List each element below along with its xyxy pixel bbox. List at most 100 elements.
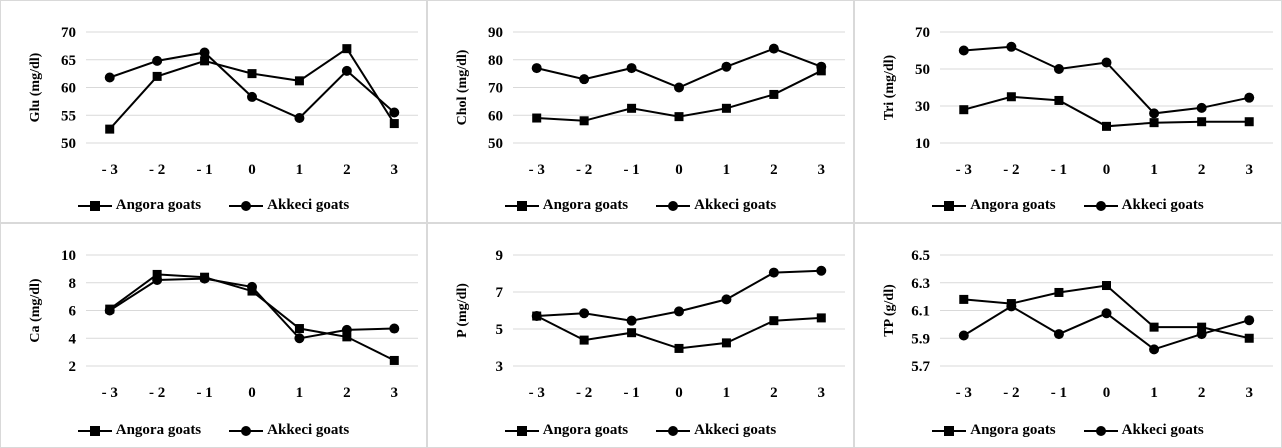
legend: Angora goats Akkeci goats xyxy=(428,422,853,439)
x-tick-label: 0 xyxy=(675,162,683,178)
legend-circle-marker-icon xyxy=(1083,425,1118,437)
data-point-square xyxy=(294,76,304,86)
series-line xyxy=(536,47,822,89)
series-line xyxy=(536,315,822,350)
legend-square-marker-icon xyxy=(932,200,967,212)
data-point-square xyxy=(959,294,969,304)
x-tick-label: 3 xyxy=(1245,162,1253,178)
legend-label: Angora goats xyxy=(115,422,202,438)
x-tick-label: 2 xyxy=(343,385,351,401)
data-point-circle xyxy=(1053,329,1064,340)
data-point-circle xyxy=(152,274,163,285)
x-tick-label: 2 xyxy=(770,162,778,178)
data-point-square xyxy=(1149,322,1159,332)
data-point-square xyxy=(1006,92,1016,102)
x-tick-label: - 2 xyxy=(149,385,165,401)
y-axis-label: Ca (mg/dl) xyxy=(28,278,43,343)
data-point-square xyxy=(152,269,162,279)
data-point-circle xyxy=(531,311,542,322)
legend-item: Angora goats xyxy=(932,422,1056,439)
data-point-square xyxy=(342,332,352,342)
x-tick-label: - 2 xyxy=(1003,385,1019,401)
x-tick-label: 3 xyxy=(818,385,826,401)
legend-item: Angora goats xyxy=(77,422,202,439)
legend: Angora goats Akkeci goats xyxy=(855,197,1281,214)
data-point-square xyxy=(1244,117,1254,127)
x-tick-label: 2 xyxy=(1198,385,1206,401)
legend-label: Angora goats xyxy=(115,197,202,213)
data-point-square xyxy=(674,343,684,353)
data-point-circle xyxy=(1196,102,1207,113)
data-point-circle xyxy=(389,107,400,118)
y-tick-label: 10 xyxy=(61,248,76,264)
y-tick-label: 5.9 xyxy=(911,331,930,347)
x-tick-label: - 1 xyxy=(196,162,212,178)
y-tick-label: 70 xyxy=(488,81,503,97)
x-tick-label: - 3 xyxy=(529,162,545,178)
y-tick-label: 2 xyxy=(69,359,77,375)
legend-label: Angora goats xyxy=(542,197,629,213)
data-point-square xyxy=(294,324,304,334)
x-tick-label: 2 xyxy=(1198,162,1206,178)
data-point-square xyxy=(1197,322,1207,332)
data-point-circle xyxy=(958,45,969,56)
x-tick-label: 1 xyxy=(296,385,304,401)
data-point-square xyxy=(769,316,779,326)
legend-item: Akkeci goats xyxy=(229,422,349,439)
y-axis-label: Chol (mg/dl) xyxy=(455,49,470,125)
data-point-square xyxy=(532,113,542,123)
legend-label: Angora goats xyxy=(970,197,1056,213)
data-point-circle xyxy=(104,72,115,83)
data-point-circle xyxy=(721,294,732,305)
legend-item: Angora goats xyxy=(504,422,628,439)
y-tick-label: 7 xyxy=(496,285,504,301)
y-tick-label: 30 xyxy=(915,99,930,115)
x-tick-label: 0 xyxy=(675,385,683,401)
data-point-circle xyxy=(1149,108,1160,119)
data-point-square xyxy=(1149,118,1159,128)
legend: Angora goats Akkeci goats xyxy=(1,197,426,214)
x-tick-label: 0 xyxy=(248,385,256,401)
data-point-circle xyxy=(626,63,637,74)
data-point-square xyxy=(627,103,637,113)
data-point-square xyxy=(1102,281,1111,291)
y-tick-label: 70 xyxy=(915,25,930,41)
data-point-circle xyxy=(1053,64,1064,74)
legend-item: Angora goats xyxy=(932,197,1056,214)
data-point-square xyxy=(627,328,637,338)
series-line xyxy=(963,45,1250,115)
x-tick-label: - 2 xyxy=(576,385,592,401)
y-tick-label: 5.7 xyxy=(911,359,930,375)
data-point-circle xyxy=(389,323,400,334)
y-axis-label: P (mg/dl) xyxy=(455,283,470,338)
legend-label: Angora goats xyxy=(970,422,1056,438)
y-tick-label: 3 xyxy=(496,359,504,375)
data-point-square xyxy=(389,355,399,365)
data-point-circle xyxy=(816,61,827,72)
data-point-square xyxy=(342,44,352,54)
x-tick-label: 1 xyxy=(1150,385,1158,401)
y-tick-label: 50 xyxy=(915,62,930,78)
y-tick-label: 50 xyxy=(488,136,503,152)
legend-square-marker-icon xyxy=(504,200,539,212)
legend-square-marker-icon xyxy=(932,425,967,437)
legend-item: Angora goats xyxy=(504,197,629,214)
x-tick-label: 2 xyxy=(343,162,351,178)
x-tick-label: - 2 xyxy=(1003,162,1019,178)
y-tick-label: 6.3 xyxy=(911,276,930,292)
legend-circle-marker-icon xyxy=(229,200,264,212)
x-tick-label: - 1 xyxy=(623,162,639,178)
data-point-square xyxy=(579,335,589,345)
legend-label: Akkeci goats xyxy=(1121,422,1204,438)
data-point-circle xyxy=(1101,308,1112,319)
x-tick-label: 0 xyxy=(248,162,256,178)
line-chart: 50 55 60 65 70 Glu (mg/dl) - 3 - 2 - 1 0 1 2 3 xyxy=(28,25,418,178)
legend-circle-marker-icon xyxy=(1083,200,1118,212)
line-chart: 2 4 6 8 10 Ca (mg/dl) - 3 - 2 - 1 0 1 2 3 xyxy=(28,248,418,401)
data-point-circle xyxy=(1244,92,1255,103)
x-tick-label: 1 xyxy=(1150,162,1158,178)
data-point-circle xyxy=(199,47,210,58)
y-tick-label: 6.5 xyxy=(911,248,930,264)
y-tick-label: 50 xyxy=(61,136,76,152)
line-chart: 5.7 5.9 6.1 6.3 6.5 TP (g/dl) - 3 - 2 - 1 0 1 2 3 xyxy=(882,248,1273,401)
